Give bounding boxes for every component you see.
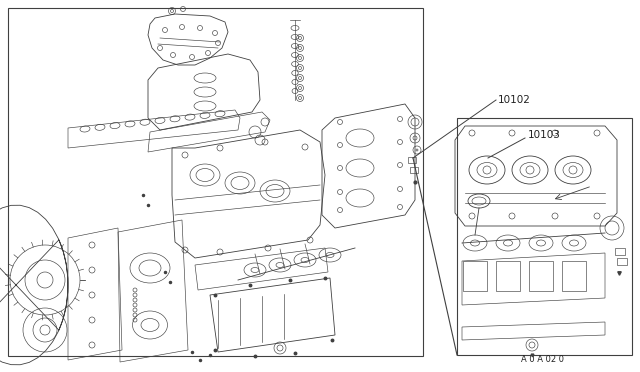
Bar <box>615 248 625 255</box>
Bar <box>562 261 586 291</box>
Bar <box>463 261 487 291</box>
Text: 10103: 10103 <box>528 130 561 140</box>
Bar <box>408 157 416 163</box>
Bar <box>617 258 627 265</box>
Text: A 0 A 02 0: A 0 A 02 0 <box>522 355 564 363</box>
Bar <box>496 261 520 291</box>
Bar <box>8 8 423 356</box>
Bar <box>529 261 553 291</box>
Text: 10102: 10102 <box>498 95 531 105</box>
Bar <box>410 167 418 173</box>
Bar <box>457 118 632 355</box>
